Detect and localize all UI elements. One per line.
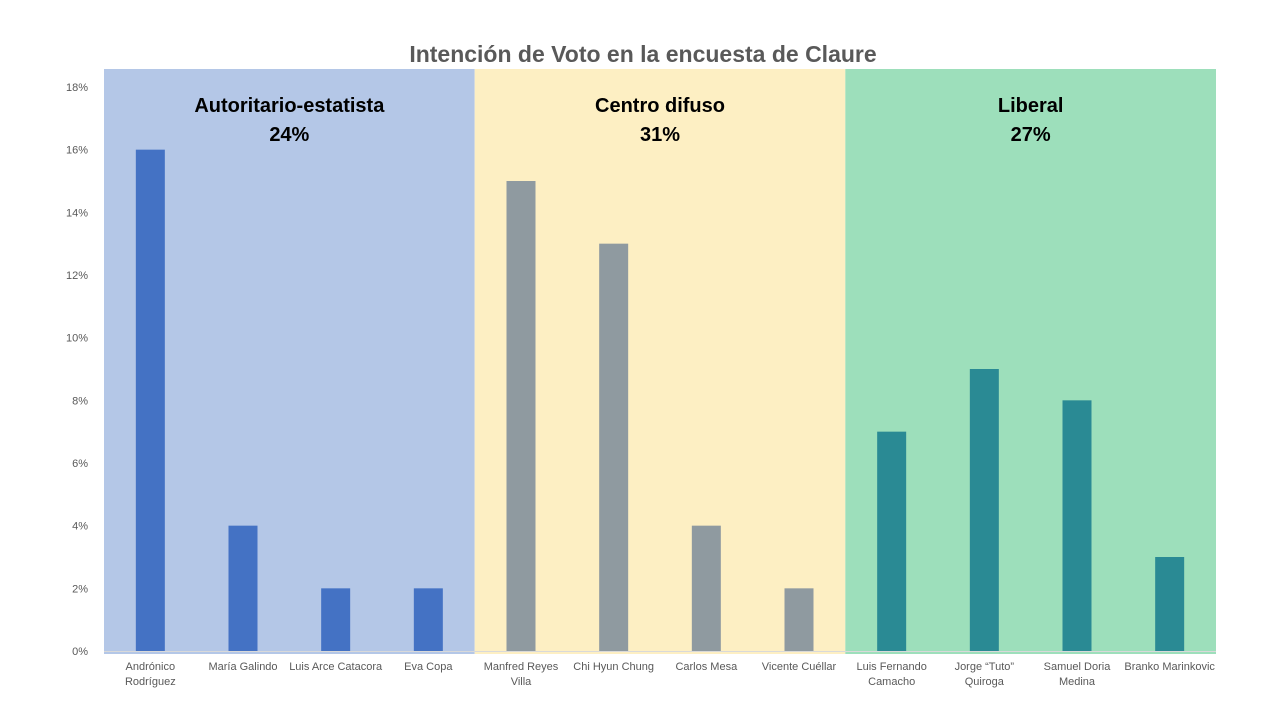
bar — [691, 525, 721, 651]
category-label: Luis Fernando Camacho — [857, 661, 927, 688]
category-label: Carlos Mesa — [675, 661, 738, 673]
y-tick-label: 14% — [66, 207, 88, 219]
category-label-line: Quiroga — [965, 676, 1005, 688]
category-label-line: Andrónico — [126, 661, 176, 673]
bar — [599, 243, 629, 651]
category-label-line: Samuel Doria — [1044, 661, 1112, 673]
y-tick-label: 18% — [66, 82, 88, 94]
bar — [135, 149, 165, 651]
category-label-line: Luis Arce Catacora — [289, 661, 383, 673]
group-backgrounds — [104, 69, 1216, 654]
y-tick-label: 0% — [72, 646, 88, 658]
category-label: Branko Marinkovic — [1124, 661, 1215, 673]
category-label: Luis Arce Catacora — [289, 661, 383, 673]
category-label-line: Manfred Reyes — [484, 661, 559, 673]
group-labels: Autoritario-estatista 24% Centro difuso 31%… — [194, 95, 1063, 146]
bars — [135, 149, 1185, 651]
group-share-label: 24% — [269, 124, 309, 146]
y-tick-label: 4% — [72, 521, 88, 533]
y-axis: 0% 2% 4% 6% 8% 10% 12% 14% 16% 18% — [66, 82, 1216, 658]
y-tick-label: 6% — [72, 458, 88, 470]
group-name-label: Autoritario-estatista — [194, 95, 385, 117]
category-label-line: Chi Hyun Chung — [573, 661, 654, 673]
bar — [877, 431, 907, 651]
category-label-line: Villa — [511, 676, 532, 688]
bar — [1155, 557, 1185, 651]
y-tick-label: 16% — [66, 145, 88, 157]
bar — [784, 588, 814, 651]
bar — [969, 369, 999, 651]
category-label: Samuel Doria Medina — [1044, 661, 1112, 688]
bar — [1062, 400, 1092, 651]
category-label: Eva Copa — [404, 661, 453, 673]
group-background — [845, 69, 1216, 654]
bar — [228, 525, 258, 651]
group-name-label: Centro difuso — [595, 95, 725, 117]
category-label: María Galindo — [208, 661, 277, 673]
category-label-line: Carlos Mesa — [675, 661, 738, 673]
category-label-line: Vicente Cuéllar — [762, 661, 837, 673]
bar — [413, 588, 443, 651]
bar — [506, 181, 536, 651]
category-label-line: Medina — [1059, 676, 1096, 688]
group-background — [474, 69, 846, 654]
category-label-line: Rodríguez — [125, 676, 176, 688]
category-label: Chi Hyun Chung — [573, 661, 654, 673]
category-label-line: Branko Marinkovic — [1124, 661, 1215, 673]
y-tick-label: 8% — [72, 395, 88, 407]
y-tick-label: 12% — [66, 270, 88, 282]
group-share-label: 31% — [640, 124, 680, 146]
category-label-line: Luis Fernando — [857, 661, 927, 673]
category-label: Andrónico Rodríguez — [125, 661, 176, 688]
category-label-line: María Galindo — [208, 661, 277, 673]
category-label: Manfred Reyes Villa — [484, 661, 559, 688]
group-name-label: Liberal — [998, 95, 1064, 117]
category-label-line: Eva Copa — [404, 661, 453, 673]
category-label: Jorge “Tuto” Quiroga — [955, 661, 1015, 688]
group-background — [104, 69, 475, 654]
y-tick-label: 2% — [72, 583, 88, 595]
category-label-line: Jorge “Tuto” — [955, 661, 1015, 673]
x-axis-labels: Andrónico Rodríguez María Galindo Luis Arce… — [125, 661, 1215, 688]
category-label: Vicente Cuéllar — [762, 661, 837, 673]
bar — [321, 588, 351, 651]
y-tick-label: 10% — [66, 333, 88, 345]
group-share-label: 27% — [1011, 124, 1051, 146]
chart-title: Intención de Voto en la encuesta de Clau… — [409, 41, 876, 67]
category-label-line: Camacho — [868, 676, 915, 688]
